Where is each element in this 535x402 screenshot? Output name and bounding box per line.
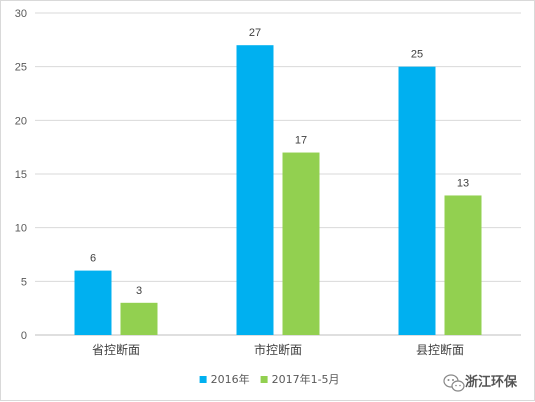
legend-swatch (260, 376, 268, 383)
data-label: 3 (136, 285, 142, 297)
legend-swatch (199, 376, 207, 383)
y-tick-label: 25 (15, 62, 27, 74)
gridlines (35, 12, 521, 336)
bar (236, 45, 274, 335)
data-labels: 6 3 27 17 25 13 (90, 27, 469, 297)
x-category-label: 省控断面 (92, 342, 140, 357)
x-category-label: 县控断面 (416, 342, 464, 357)
data-label: 6 (90, 253, 96, 265)
data-label: 27 (249, 27, 261, 39)
bar (74, 270, 112, 335)
wechat-icon (443, 374, 465, 392)
x-axis-categories: 省控断面 市控断面 县控断面 (92, 342, 464, 357)
bar (444, 195, 482, 335)
y-tick-label: 5 (21, 276, 27, 288)
y-tick-label: 10 (15, 223, 27, 235)
data-label: 25 (411, 49, 423, 61)
bar (282, 152, 320, 335)
data-label: 17 (295, 135, 307, 147)
watermark-text: 浙江环保 (465, 374, 518, 390)
bar (120, 302, 158, 335)
y-tick-label: 30 (15, 8, 27, 20)
y-tick-label: 0 (21, 330, 27, 342)
y-axis-ticks: 0 5 10 15 20 25 30 (15, 8, 27, 342)
bar (398, 66, 436, 336)
data-label: 13 (457, 177, 469, 189)
y-tick-label: 15 (15, 169, 27, 181)
x-category-label: 市控断面 (254, 342, 302, 357)
legend-label: 2017年1-5月 (272, 372, 340, 386)
watermark: 浙江环保 (443, 374, 518, 392)
legend: 2016年 2017年1-5月 (199, 372, 340, 386)
legend-label: 2016年 (211, 372, 250, 386)
bars (74, 45, 482, 336)
y-tick-label: 20 (15, 115, 27, 127)
